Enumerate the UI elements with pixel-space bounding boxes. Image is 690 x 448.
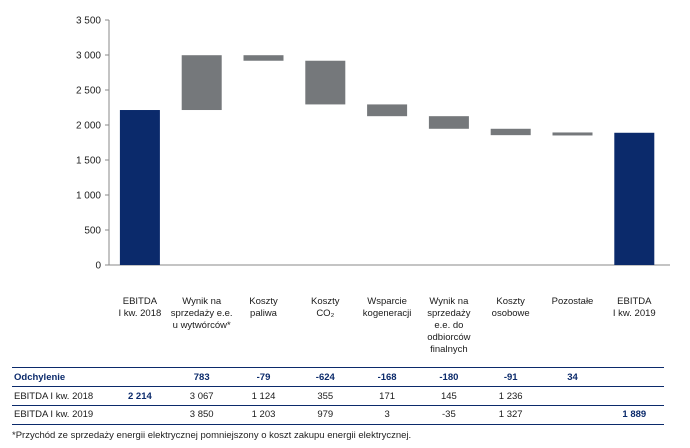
- table-rule: [12, 367, 664, 368]
- total-bar: [614, 132, 655, 265]
- table-cell: 3 067: [189, 391, 214, 402]
- table-cell: 1 327: [498, 409, 523, 420]
- x-tick-label: Wynik na sprzedaży e.e. u wytwórców*: [170, 296, 233, 331]
- table-cell: 171: [379, 391, 396, 402]
- y-tick-label: 2 000: [76, 121, 101, 132]
- x-tick-label: EBITDA I kw. 2018: [118, 296, 162, 319]
- table-cell: -91: [503, 372, 518, 383]
- x-tick-label: Koszty CO₂: [311, 296, 340, 319]
- y-tick-label: 0: [95, 261, 101, 272]
- table-row-label: EBITDA I kw. 2019: [14, 409, 94, 420]
- x-tick-label: Koszty osobowe: [491, 296, 530, 319]
- delta-bar: [552, 132, 593, 136]
- footnote: *Przychód ze sprzedaży energii elektrycz…: [12, 430, 412, 441]
- table-cell: -624: [315, 372, 335, 383]
- x-tick-label: Koszty paliwa: [249, 296, 278, 319]
- x-tick-label: Wsparcie kogeneracji: [362, 296, 412, 319]
- table-row-label: Odchylenie: [14, 372, 66, 383]
- table-cell: 355: [317, 391, 334, 402]
- table-cell: 3: [384, 409, 390, 420]
- table-rule: [12, 405, 664, 406]
- y-tick-label: 3 000: [76, 51, 101, 62]
- y-tick-label: 2 500: [76, 86, 101, 97]
- y-tick-label: 1 000: [76, 191, 101, 202]
- table-rule: [12, 386, 664, 387]
- delta-bar: [181, 55, 222, 111]
- table-cell: 1 889: [622, 409, 647, 420]
- x-tick-label: Wynik na sprzedaży e.e. do odbiorców fin…: [427, 296, 471, 355]
- y-tick-label: 3 500: [76, 16, 101, 27]
- delta-bar: [367, 104, 408, 117]
- delta-bar: [490, 128, 531, 136]
- y-tick-label: 500: [84, 226, 101, 237]
- table-cell: 3 850: [189, 409, 214, 420]
- table-cell: 1 124: [251, 391, 276, 402]
- delta-bar: [243, 55, 284, 61]
- table-cell: -79: [256, 372, 271, 383]
- waterfall-chart: 0 500 1 000 1 500 2 000 2 500 3 000 3 500: [76, 16, 670, 272]
- table-cell: -35: [442, 409, 456, 420]
- table-cell: -180: [439, 372, 459, 383]
- x-tick-label: Pozostałe: [551, 296, 594, 307]
- table-cell: 145: [440, 391, 457, 402]
- table-cell: 2 214: [128, 391, 152, 402]
- table-rule: [12, 424, 664, 425]
- y-tick-label: 1 500: [76, 156, 101, 167]
- delta-bar: [305, 60, 346, 105]
- total-bar: [119, 110, 160, 266]
- table-cell: 783: [193, 372, 210, 383]
- table-cell: 979: [317, 409, 334, 420]
- table-cell: 34: [567, 372, 578, 383]
- table-cell: 1 236: [498, 391, 523, 402]
- delta-bar: [428, 116, 469, 129]
- table-row-label: EBITDA I kw. 2018: [14, 391, 94, 402]
- table-cell: -168: [377, 372, 397, 383]
- table-cell: 1 203: [251, 409, 276, 420]
- x-tick-label: EBITDA I kw. 2019: [612, 296, 656, 319]
